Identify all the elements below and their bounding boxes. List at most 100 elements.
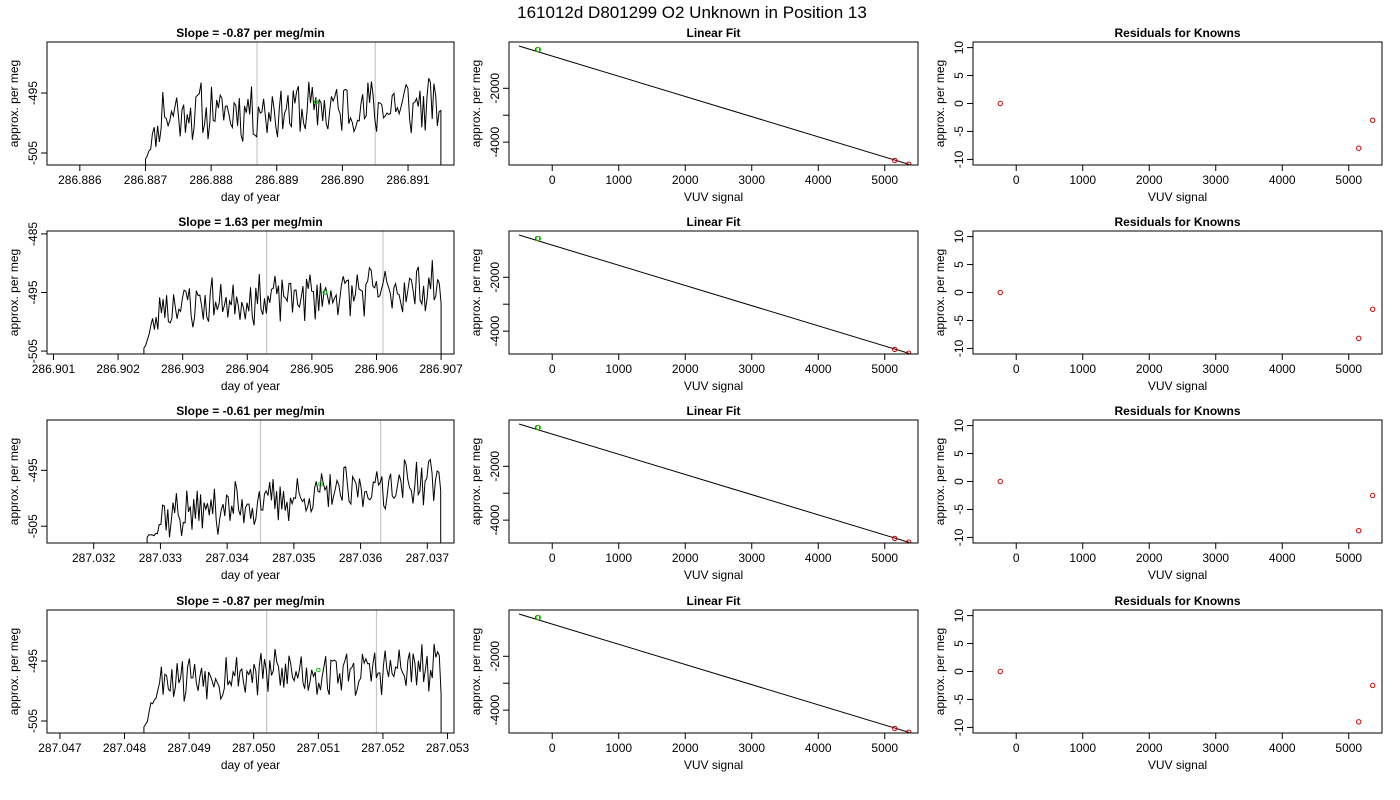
x-tick-label: 287.052 [361, 741, 405, 755]
x-tick-label: 3000 [738, 362, 765, 376]
y-axis-label: approx. per meg [933, 249, 947, 336]
data-trace-line [146, 458, 442, 543]
x-tick-label: 2000 [672, 551, 699, 565]
green-marker-point [313, 99, 319, 105]
panel-title: Slope = 1.63 per meg/min [178, 215, 322, 229]
x-axis-label: VUV signal [684, 758, 743, 772]
fit-line [518, 613, 910, 733]
plot-area [518, 234, 912, 354]
x-tick-label: 4000 [805, 173, 832, 187]
x-tick-label: 1000 [1069, 362, 1096, 376]
green-data-point [535, 235, 541, 242]
panel-title: Residuals for Knowns [1114, 215, 1240, 229]
x-tick-label: 4000 [1269, 741, 1296, 755]
y-axis-label: approx. per meg [7, 249, 21, 336]
x-tick-label: 1000 [605, 551, 632, 565]
plot-frame [508, 609, 919, 734]
x-tick-label: 1000 [1069, 551, 1096, 565]
y-axis-label: approx. per meg [469, 249, 483, 336]
plot-frame [46, 41, 455, 166]
plot-area [143, 610, 442, 733]
y-axis-label: approx. per meg [933, 628, 947, 715]
y-tick-label: 5 [952, 72, 966, 79]
x-tick-label: 286.901 [32, 362, 76, 376]
y-axis-label: approx. per meg [469, 438, 483, 525]
plot-frame [972, 41, 1383, 166]
plot-area [997, 289, 1376, 342]
x-tick-label: 1000 [605, 741, 632, 755]
x-tick-label: 3000 [738, 741, 765, 755]
x-tick-label: 286.891 [386, 173, 430, 187]
plot-area [145, 42, 442, 165]
x-tick-label: 0 [1013, 741, 1020, 755]
x-tick-label: 287.037 [406, 551, 450, 565]
panel-line-r3c0: Slope = -0.87 per meg/min 287.047 287.048 2… [7, 594, 470, 772]
panel-scatter-r2c2: Residuals for Knowns 0 1000 2000 3000 4000 500… [933, 404, 1383, 582]
x-tick-label: 0 [549, 173, 556, 187]
x-tick-label: 3000 [1202, 741, 1229, 755]
x-tick-label: 287.032 [72, 551, 116, 565]
red-data-point [905, 161, 912, 165]
x-tick-label: 286.889 [255, 173, 299, 187]
plot-area [518, 613, 912, 733]
x-tick-label: 286.905 [290, 362, 334, 376]
x-tick-label: 3000 [1202, 362, 1229, 376]
panel-scatter-r2c1: Linear Fit 0 1000 2000 3000 4000 5000 -2000 -400… [469, 404, 919, 582]
plot-frame [508, 41, 919, 166]
x-tick-label: 287.053 [426, 741, 470, 755]
panel-title: Linear Fit [686, 215, 740, 229]
panel-title: Linear Fit [686, 594, 740, 608]
red-data-point [1356, 145, 1362, 151]
y-tick-label: 10 [952, 609, 966, 623]
plot-frame [508, 419, 919, 544]
panel-scatter-r3c2: Residuals for Knowns 0 1000 2000 3000 4000 500… [933, 594, 1383, 772]
x-axis-label: VUV signal [1148, 379, 1207, 393]
x-tick-label: 2000 [1136, 362, 1163, 376]
red-data-point [1369, 492, 1376, 499]
red-data-point [892, 157, 898, 164]
panel-line-r1c0: Slope = 1.63 per meg/min 286.901 286.902 28… [7, 215, 463, 393]
x-tick-label: 286.888 [189, 173, 233, 187]
y-tick-label: 0 [952, 478, 966, 485]
x-tick-label: 287.035 [272, 551, 316, 565]
y-tick-label: 5 [952, 261, 966, 268]
red-data-point [1356, 719, 1362, 725]
red-data-point [997, 100, 1003, 107]
fit-line [518, 423, 910, 543]
x-tick-label: 5000 [1335, 551, 1362, 565]
y-tick-label: -2000 [488, 451, 502, 482]
y-tick-label: -4000 [488, 126, 502, 157]
x-axis-label: day of year [221, 190, 280, 204]
y-tick-label: 10 [952, 41, 966, 55]
x-tick-label: 0 [1013, 362, 1020, 376]
y-axis-label: approx. per meg [7, 438, 21, 525]
y-axis-label: approx. per meg [469, 60, 483, 147]
x-tick-label: 5000 [871, 362, 898, 376]
x-tick-label: 0 [549, 741, 556, 755]
panel-scatter-r3c1: Linear Fit 0 1000 2000 3000 4000 5000 -2000 -400… [469, 594, 919, 772]
x-tick-label: 2000 [672, 362, 699, 376]
x-tick-label: 286.907 [419, 362, 463, 376]
red-data-point [1356, 335, 1362, 342]
data-trace-line [143, 643, 442, 733]
green-marker-point [318, 481, 323, 487]
plot-area [997, 478, 1376, 534]
x-tick-label: 4000 [1269, 551, 1296, 565]
plot-frame [508, 230, 919, 355]
x-tick-label: 5000 [871, 551, 898, 565]
y-tick-label: -4000 [488, 504, 502, 535]
y-tick-label: -495 [26, 280, 40, 304]
panel-title: Residuals for Knowns [1114, 404, 1240, 418]
panel-title: Linear Fit [686, 26, 740, 40]
x-tick-label: 4000 [1269, 362, 1296, 376]
x-axis-label: VUV signal [1148, 190, 1207, 204]
x-tick-label: 287.050 [232, 741, 276, 755]
x-tick-label: 0 [549, 551, 556, 565]
y-tick-label: -2000 [488, 641, 502, 672]
x-axis-label: VUV signal [684, 568, 743, 582]
plot-area [997, 668, 1376, 725]
y-axis-label: approx. per meg [933, 60, 947, 147]
x-tick-label: 3000 [1202, 173, 1229, 187]
plot-area [146, 420, 442, 543]
y-tick-label: -10 [952, 528, 966, 546]
